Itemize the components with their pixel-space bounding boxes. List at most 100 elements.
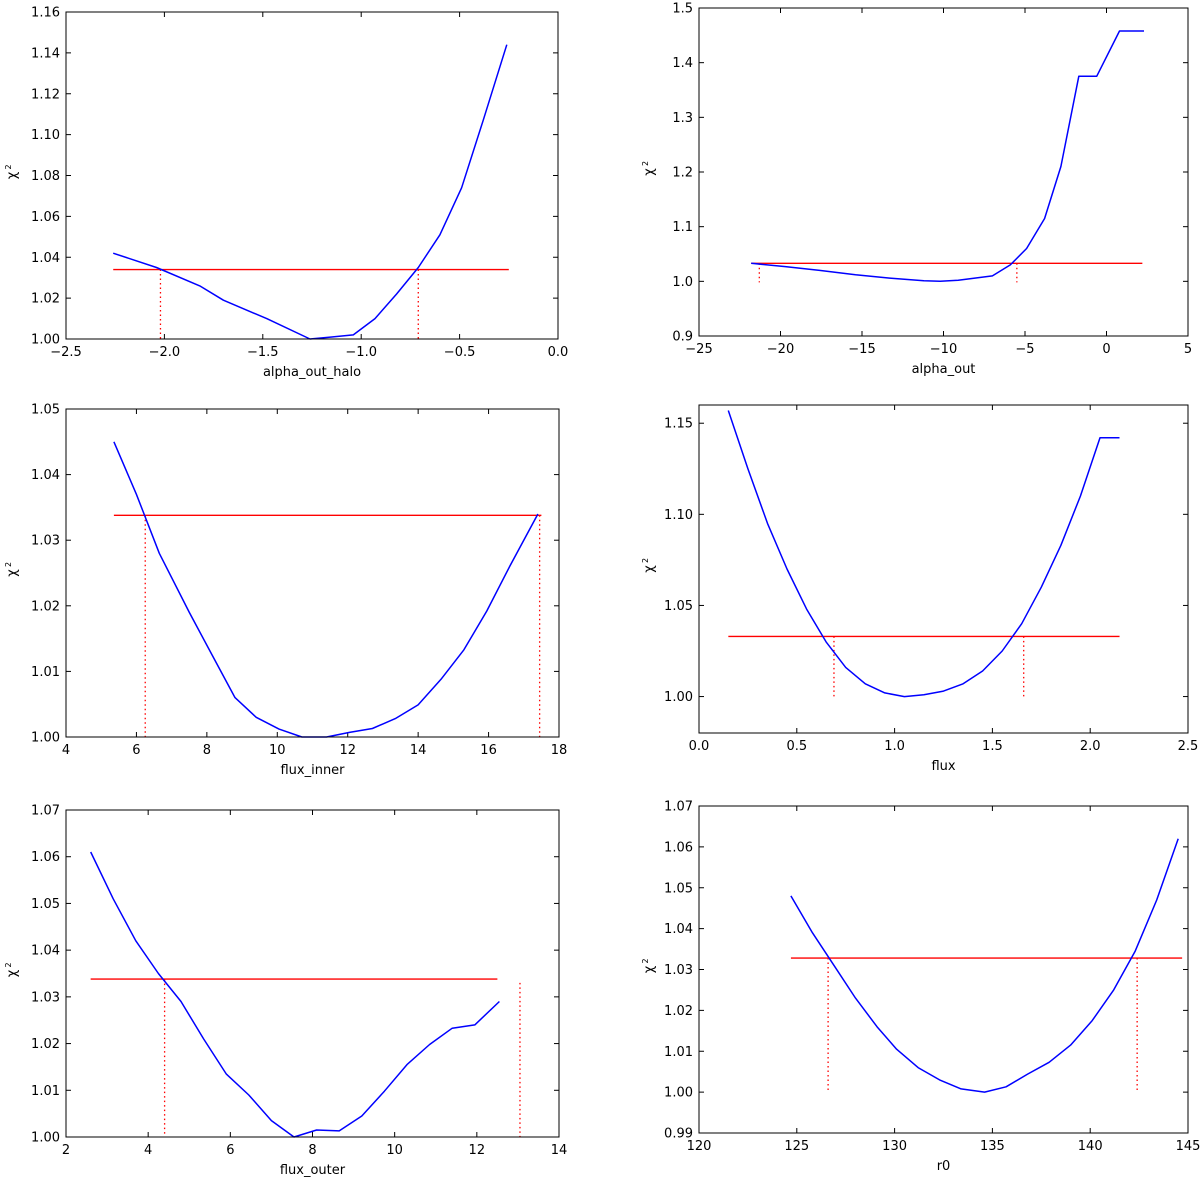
y-axis-label-superscript: 2 [641,958,650,963]
x-tick-label: 0.0 [548,345,569,360]
x-tick-label: 14 [410,743,427,758]
x-tick-label: 4 [144,1143,152,1158]
chi2-curve [113,441,539,738]
y-axis-label-chi: χ [642,565,657,573]
y-axis-label: χ2 [641,958,657,973]
x-tick-label: 6 [226,1143,234,1158]
x-tick-label: 14 [551,1143,568,1158]
x-tick-label: −20 [767,342,794,357]
x-axis-label: flux_inner [280,763,345,778]
x-tick-label: −5 [1015,342,1034,357]
x-tick-label: 6 [132,743,140,758]
y-tick-label: 1.00 [31,333,60,348]
y-axis-label: χ2 [4,164,20,179]
y-tick-label: 1.07 [31,804,60,819]
y-tick-label: 0.9 [672,330,693,345]
y-tick-label: 1.03 [664,963,693,978]
chart-panel-2: −25 −20 −15 −10 −5 0 5 0.9 1.0 1.1 1.2 1.3 1.4 1.5 alp… [641,2,1192,378]
x-tick-label: 10 [269,743,286,758]
x-tick-label: 130 [882,1139,907,1154]
x-tick-label: 125 [784,1139,809,1154]
y-tick-label: 1.04 [31,944,60,959]
y-tick-label: 1.2 [672,166,693,181]
y-tick-label: 1.02 [664,1004,693,1019]
x-tick-label: −1.0 [345,345,377,360]
y-axis-label: χ2 [4,562,20,577]
x-tick-label: −1.5 [247,345,279,360]
y-tick-label: 1.05 [31,403,60,418]
y-tick-label: 1.00 [31,1131,60,1146]
y-tick-label: 1.07 [664,800,693,815]
x-tick-label: −25 [685,342,712,357]
x-tick-label: 145 [1176,1139,1200,1154]
y-tick-label: 1.02 [31,599,60,614]
y-tick-label: 1.01 [31,665,60,680]
y-axis-label-chi: χ [642,168,657,176]
axes-frame [65,11,559,340]
x-tick-label: 0.0 [689,739,710,754]
y-tick-label: 1.03 [31,534,60,549]
x-tick-label: 120 [687,1139,712,1154]
x-tick-label: 2 [62,1143,70,1158]
y-tick-label: 1.05 [31,897,60,912]
y-tick-label: 1.00 [664,1086,693,1101]
y-tick-label: 1.04 [31,468,60,483]
axes-frame [698,404,1189,734]
x-tick-label: −2.0 [149,345,181,360]
chi2-curve [90,851,500,1138]
y-tick-label: 1.16 [31,6,60,21]
x-tick-label: 0.5 [786,739,807,754]
y-axis-label: χ2 [641,558,657,573]
y-axis-label: χ2 [4,962,20,977]
y-tick-label: 1.04 [664,922,693,937]
y-tick-label: 1.06 [664,840,693,855]
y-axis-label-chi: χ [5,569,20,577]
y-tick-label: 1.15 [664,417,693,432]
x-tick-label: 140 [1078,1139,1103,1154]
y-axis-label-chi: χ [642,965,657,973]
x-axis-label: alpha_out [912,362,976,377]
x-tick-label: 8 [308,1143,316,1158]
y-tick-label: 1.06 [31,850,60,865]
chi2-curve [112,44,508,340]
x-tick-label: 1.5 [982,739,1003,754]
y-tick-label: 1.4 [672,56,693,71]
x-axis-label: alpha_out_halo [263,365,361,380]
x-axis-label: flux_outer [280,1163,346,1178]
x-tick-label: 2.5 [1178,739,1199,754]
y-tick-label: 1.0 [672,275,693,290]
y-tick-label: 1.10 [664,508,693,523]
x-tick-label: 5 [1184,342,1192,357]
y-tick-label: 1.00 [664,690,693,705]
chi2-curve [751,30,1144,283]
y-tick-label: 0.99 [664,1127,693,1142]
x-tick-label: 8 [203,743,211,758]
x-tick-label: 18 [551,743,568,758]
y-tick-label: 1.01 [31,1084,60,1099]
y-axis-label-chi: χ [5,171,20,179]
y-axis-label-superscript: 2 [4,962,13,967]
x-tick-label: 12 [339,743,356,758]
x-tick-label: −0.5 [444,345,476,360]
chart-panel-3: 4 6 8 10 12 14 16 18 1.00 1.01 1.02 1.03 1.04 1.05 flu… [4,403,567,779]
y-tick-label: 1.02 [31,292,60,307]
chart-panel-1: −2.5 −2.0 −1.5 −1.0 −0.5 0.0 1.00 1.02 1.04 1.06 1… [4,6,568,381]
y-tick-label: 1.00 [31,731,60,746]
y-tick-label: 1.06 [31,210,60,225]
y-tick-label: 1.10 [31,128,60,143]
x-tick-label: 16 [480,743,497,758]
y-tick-label: 1.02 [31,1037,60,1052]
x-tick-label: 12 [469,1143,486,1158]
y-tick-label: 1.1 [672,220,693,235]
axes-frame [698,805,1189,1134]
y-tick-label: 1.14 [31,46,60,61]
y-tick-label: 1.05 [664,599,693,614]
x-tick-label: −2.5 [50,345,82,360]
chart-panel-6: 120 125 130 135 140 145 0.99 1.00 1.01 1.02 1.03 1.… [641,800,1200,1175]
y-tick-label: 1.01 [664,1045,693,1060]
x-tick-label: 0 [1102,342,1110,357]
y-tick-label: 1.05 [664,881,693,896]
x-tick-label: 4 [62,743,70,758]
